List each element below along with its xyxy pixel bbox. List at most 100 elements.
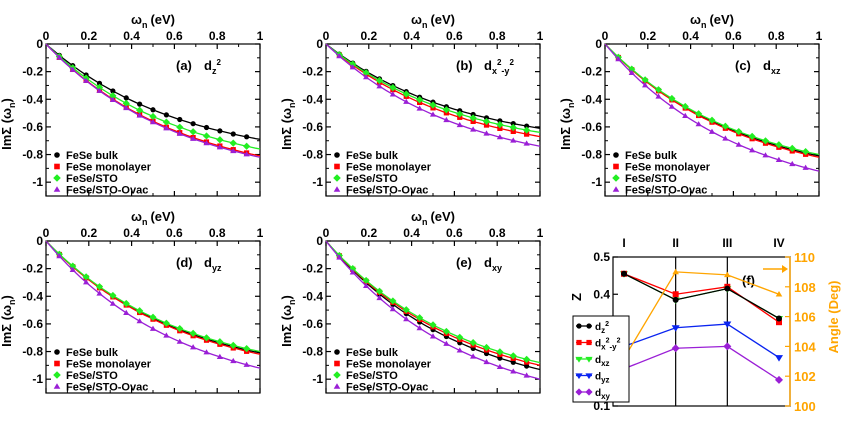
y-tick-label: -1 [32, 372, 43, 386]
x-tick-label: 0.4 [403, 226, 420, 240]
y-tick-label: -0.8 [581, 148, 602, 162]
data-point [621, 270, 627, 277]
legend-marker [333, 186, 341, 192]
data-point [523, 126, 531, 134]
y-tick-label: -0.4 [22, 289, 43, 303]
x-tick-label: 0 [602, 29, 609, 43]
data-point [722, 135, 729, 141]
x-tick-label: 0 [43, 29, 50, 43]
data-point [123, 104, 130, 111]
y-tick-label: 0 [595, 37, 602, 51]
x-axis-title: ωn (eV) [411, 209, 455, 227]
data-point [176, 130, 183, 136]
legend-marker [585, 373, 593, 380]
series-ovac [45, 43, 261, 158]
y2-tick-label: 110 [794, 250, 815, 265]
data-point [110, 88, 116, 94]
x-tick-label: 0.8 [209, 29, 226, 43]
series-sto [604, 43, 820, 156]
x-tick-label: 0.2 [360, 29, 377, 43]
data-point [83, 279, 90, 285]
y-axis-title: ImΣ (ωn) [279, 295, 297, 347]
legend-marker [333, 383, 341, 389]
series-line [623, 273, 780, 323]
data-point [389, 91, 396, 97]
data-point [761, 137, 770, 145]
panel-label: (d) [176, 255, 193, 270]
data-point [202, 334, 211, 342]
data-point [615, 56, 622, 62]
legend-entry: FeSe/STO-Ovac [346, 185, 428, 197]
x-tick-label: 0 [323, 226, 330, 240]
x-tick-label: 0.4 [123, 29, 140, 43]
data-point [137, 101, 143, 107]
data-point [497, 118, 503, 124]
y-tick-label: 0 [316, 234, 323, 248]
series-bulk [45, 240, 261, 354]
y-tick-label: -0.8 [22, 345, 43, 359]
data-point [109, 96, 116, 102]
data-point [203, 349, 210, 355]
data-point [416, 325, 423, 331]
data-point [176, 123, 184, 131]
data-point [416, 96, 424, 104]
data-point [243, 345, 251, 353]
x-tick-label: 1 [257, 29, 264, 43]
data-point [748, 132, 756, 141]
y-tick-label: -0.2 [302, 65, 323, 79]
panel-e: 0 0.2 0.4 0.6 0.8 1 0 -0.2 -0.4 -0.6 -0.8 -1 ωn (eV) I… [279, 209, 544, 394]
data-point [163, 332, 170, 338]
axis-arrow-icon [782, 265, 788, 273]
data-point [510, 128, 516, 134]
series-line [623, 323, 780, 359]
data-point [190, 121, 196, 127]
y-tick-label: -0.8 [302, 345, 323, 359]
data-point [149, 325, 157, 331]
y2-tick-label: 100 [794, 399, 816, 414]
x-tick-label: 0.4 [682, 29, 699, 43]
series-line [45, 240, 261, 353]
legend-marker [613, 163, 619, 170]
data-point [496, 121, 504, 129]
panel-a: 0 0.2 0.4 0.6 0.8 1 0 -0.2 -0.4 -0.6 -0.8 -1 ωn (eV) I… [0, 12, 264, 197]
data-point [708, 128, 716, 134]
data-point [708, 116, 716, 124]
y-tick-label: -0.4 [22, 92, 43, 106]
legend-entry: dxz [595, 355, 610, 368]
data-point [95, 283, 104, 291]
y-axis-title: Z [569, 293, 584, 301]
data-point [723, 321, 732, 329]
y-tick-label: -0.6 [302, 120, 323, 134]
data-point [177, 116, 183, 123]
series-dxy [620, 342, 783, 384]
category-label: IV [773, 236, 784, 250]
data-point [443, 116, 450, 123]
data-point [216, 338, 224, 346]
data-point [671, 325, 680, 332]
data-point [442, 106, 450, 114]
data-point [190, 135, 197, 141]
x-tick-label: 0.6 [446, 226, 463, 240]
y2-axis-title: Angle (Deg) [826, 281, 841, 354]
y-tick-label: -0.4 [302, 289, 323, 303]
category-label: II [672, 236, 679, 250]
legend-entry: FeSe bulk [346, 150, 399, 162]
data-point [230, 131, 236, 137]
data-point [628, 65, 636, 73]
legend-marker [575, 388, 583, 396]
x-tick-label: 0.2 [639, 29, 656, 43]
data-point [189, 128, 197, 136]
data-point [429, 321, 437, 329]
legend-entry: FeSe/STO [346, 370, 398, 382]
legend-marker [612, 186, 620, 192]
y2-tick-label: 108 [794, 280, 816, 295]
series-line [45, 43, 261, 157]
data-point [363, 74, 370, 80]
y-tick-label: -0.2 [302, 262, 323, 276]
panel-c: 0 0.2 0.4 0.6 0.8 1 0 -0.2 -0.4 -0.6 -0.8 -1 ωn (eV) I… [558, 12, 823, 197]
series-line [623, 271, 780, 359]
data-point [802, 164, 809, 170]
data-point [775, 141, 783, 149]
